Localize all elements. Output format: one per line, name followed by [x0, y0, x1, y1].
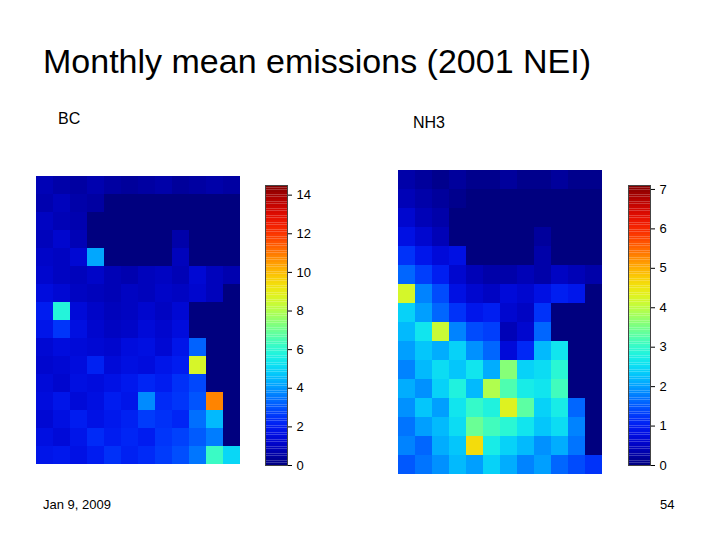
html-text:54: 54 — [660, 497, 675, 512]
html-text:NH3: NH3 — [413, 114, 445, 131]
svg-text:12: 12 — [297, 226, 311, 241]
svg-text:2: 2 — [660, 379, 667, 394]
svg-text:0: 0 — [297, 458, 304, 473]
svg-text:3: 3 — [660, 339, 667, 354]
svg-text:2: 2 — [297, 419, 304, 434]
svg-text:6: 6 — [660, 221, 667, 236]
svg-text:14: 14 — [297, 187, 311, 202]
svg-text:4: 4 — [297, 380, 304, 395]
svg-text:8: 8 — [297, 303, 304, 318]
svg-text:7: 7 — [660, 182, 667, 197]
svg-text:6: 6 — [297, 342, 304, 357]
html-text:BC: BC — [58, 110, 81, 127]
svg-text:1: 1 — [660, 418, 667, 433]
svg-text:0: 0 — [660, 458, 667, 473]
svg-text:4: 4 — [660, 300, 667, 315]
html-text:Monthly mean emissions (2001 N: Monthly mean emissions (2001 NEI) — [43, 42, 591, 80]
svg-text:10: 10 — [297, 265, 311, 280]
html-text:Jan 9, 2009: Jan 9, 2009 — [43, 497, 111, 512]
svg-text:5: 5 — [660, 260, 667, 275]
